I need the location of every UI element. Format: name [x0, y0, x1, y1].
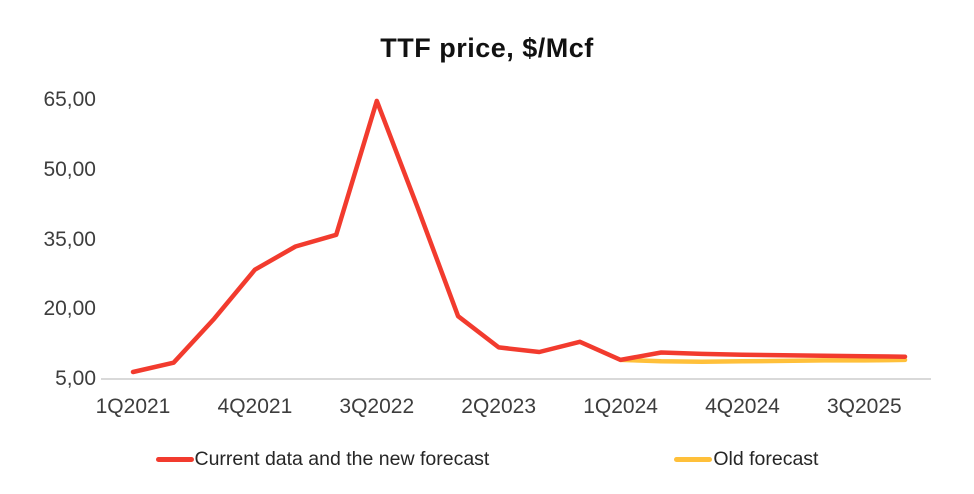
legend-line-icon-old	[674, 456, 713, 462]
legend-label-current: Current data and the new forecast	[194, 447, 490, 470]
y-axis-tick-label: 5,00	[55, 367, 96, 390]
y-axis-tick-label: 35,00	[43, 227, 96, 251]
x-axis-tick-label: 1Q2021	[95, 395, 171, 418]
y-axis-tick-label: 50,00	[43, 157, 96, 181]
y-axis-tick-label: 20,00	[43, 297, 96, 321]
x-axis-tick-label: 4Q2024	[705, 395, 780, 418]
series-line-current-forecast	[130, 98, 908, 375]
x-axis-tick-label: 1Q2024	[583, 395, 658, 418]
legend-line-icon-current	[155, 456, 194, 462]
legend: Current data and the new forecast Old fo…	[0, 443, 974, 475]
x-axis-tick-label: 3Q2025	[826, 395, 902, 418]
x-axis-tick-label: 3Q2022	[339, 395, 415, 418]
series-line-old-forecast	[618, 357, 908, 365]
y-axis-tick-label: 65,00	[43, 88, 96, 111]
x-axis-tick-label: 2Q2023	[461, 395, 537, 418]
legend-item-current: Current data and the new forecast	[155, 447, 490, 471]
chart-title: TTF price, $/Mcf	[380, 33, 594, 63]
legend-label-old: Old forecast	[713, 447, 819, 470]
legend-item-old: Old forecast	[674, 448, 818, 471]
x-axis-tick-label: 4Q2021	[217, 395, 293, 418]
